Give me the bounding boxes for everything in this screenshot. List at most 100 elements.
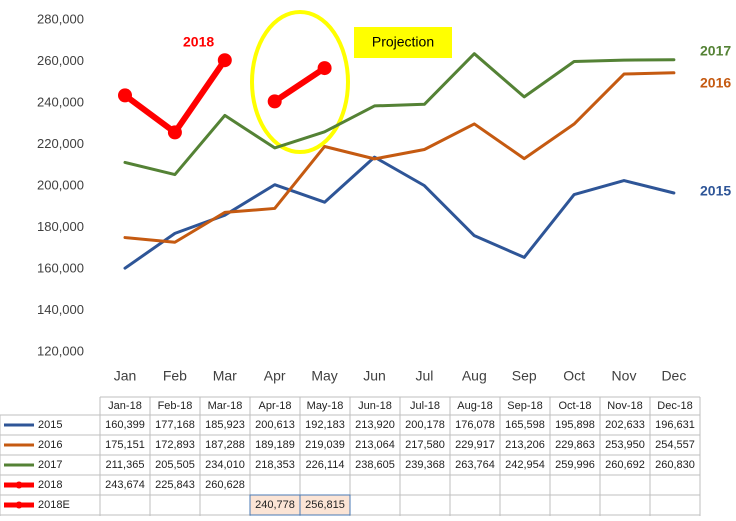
table-header: Jan-18 (108, 400, 142, 412)
series-line (122, 57, 228, 136)
table-cell: 200,178 (405, 419, 445, 431)
legend-entry: 2018 (38, 479, 62, 491)
table-cell: 160,399 (105, 419, 145, 431)
series-line (123, 71, 676, 244)
x-tick-label: Feb (163, 368, 187, 384)
table-header: Jun-18 (358, 400, 392, 412)
y-tick-label: 260,000 (37, 53, 84, 68)
series-label: 2017 (700, 43, 731, 59)
point (167, 125, 182, 140)
table-cell: 260,628 (205, 479, 245, 491)
x-tick-label: Sep (512, 368, 537, 384)
legend-entry: 2015 (38, 419, 62, 431)
annotation: Projection (372, 34, 434, 50)
table-cell: 253,950 (605, 439, 645, 451)
legend-entry: 2018E (38, 499, 70, 511)
x-tick-label: Nov (612, 368, 637, 384)
table-cell: 260,830 (655, 459, 695, 471)
series-label: 2016 (700, 75, 731, 91)
legend-entry: 2017 (38, 459, 62, 471)
series-line (123, 155, 676, 270)
legend-marker (15, 481, 23, 489)
y-tick-label: 120,000 (37, 343, 84, 358)
table-cell: 238,605 (355, 459, 395, 471)
series-label: 2015 (700, 183, 731, 199)
table-header: Feb-18 (158, 400, 193, 412)
table-cell: 229,917 (455, 439, 495, 451)
table-cell: 239,368 (405, 459, 445, 471)
table-cell: 205,505 (155, 459, 195, 471)
table-cell: 256,815 (305, 499, 345, 511)
table-cell: 213,920 (355, 419, 395, 431)
table-header: Oct-18 (558, 400, 591, 412)
x-tick-label: Mar (213, 368, 237, 384)
table-cell: 226,114 (306, 459, 345, 471)
highlight-cell (299, 494, 351, 516)
table-cell: 177,168 (155, 419, 195, 431)
series-label: 2018 (183, 34, 214, 50)
table-header: Aug-18 (457, 400, 492, 412)
table-cell: 259,996 (555, 459, 595, 471)
table-cell: 242,954 (505, 459, 545, 471)
table-cell: 243,674 (105, 479, 145, 491)
point (267, 94, 282, 109)
table-cell: 213,206 (505, 439, 545, 451)
table-cell: 185,923 (205, 419, 245, 431)
table-cell: 165,598 (505, 419, 545, 431)
x-tick-label: Aug (462, 368, 487, 384)
legend-marker (15, 501, 23, 509)
table-header: Mar-18 (208, 400, 243, 412)
annotation-box (354, 27, 452, 58)
y-tick-label: 280,000 (37, 11, 84, 26)
table-cell: 196,631 (655, 419, 695, 431)
x-tick-label: Oct (563, 368, 585, 384)
x-tick-label: Jan (114, 368, 137, 384)
y-tick-label: 180,000 (37, 219, 84, 234)
table-cell: 175,151 (105, 439, 145, 451)
x-tick-label: Apr (264, 368, 286, 384)
table-cell: 176,078 (455, 419, 495, 431)
table-cell: 195,898 (555, 419, 595, 431)
table-cell: 219,039 (305, 439, 345, 451)
point (118, 88, 132, 103)
x-tick-label: May (311, 368, 337, 384)
series-line (271, 65, 328, 105)
series-line (123, 52, 676, 177)
table-cell: 217,580 (405, 439, 445, 451)
table-header: Nov-18 (607, 400, 642, 412)
table-cell: 213,064 (355, 439, 395, 451)
table-cell: 240,778 (255, 499, 295, 511)
x-tick-label: Jun (363, 368, 386, 384)
table-cell: 202,633 (605, 419, 645, 431)
table-cell: 260,692 (605, 459, 645, 471)
table-header: Dec-18 (657, 400, 692, 412)
table-cell: 234,010 (205, 459, 245, 471)
table-header: Apr-18 (258, 400, 291, 412)
y-tick-label: 200,000 (37, 177, 84, 192)
point (317, 61, 332, 76)
y-tick-label: 140,000 (37, 302, 84, 317)
table-header: May-18 (307, 400, 344, 412)
table-cell: 229,863 (555, 439, 595, 451)
y-tick-label: 160,000 (37, 260, 84, 275)
table-cell: 187,288 (205, 439, 245, 451)
x-tick-label: Jul (415, 368, 433, 384)
legend-entry: 2016 (38, 439, 62, 451)
table-cell: 172,893 (155, 439, 195, 451)
table-cell: 192,183 (305, 419, 345, 431)
table-cell: 254,557 (655, 439, 695, 451)
table-cell: 263,764 (455, 459, 495, 471)
highlight-ellipse (250, 10, 350, 154)
table-cell: 211,365 (106, 459, 145, 471)
table-header: Jul-18 (410, 400, 440, 412)
point (217, 53, 232, 68)
x-tick-label: Dec (661, 368, 686, 384)
table-cell: 218,353 (255, 459, 295, 471)
table-cell: 200,613 (255, 419, 295, 431)
table-cell: 225,843 (155, 479, 195, 491)
y-tick-label: 220,000 (37, 136, 84, 151)
table-cell: 189,189 (255, 439, 295, 451)
table-header: Sep-18 (507, 400, 542, 412)
y-tick-label: 240,000 (37, 94, 84, 109)
